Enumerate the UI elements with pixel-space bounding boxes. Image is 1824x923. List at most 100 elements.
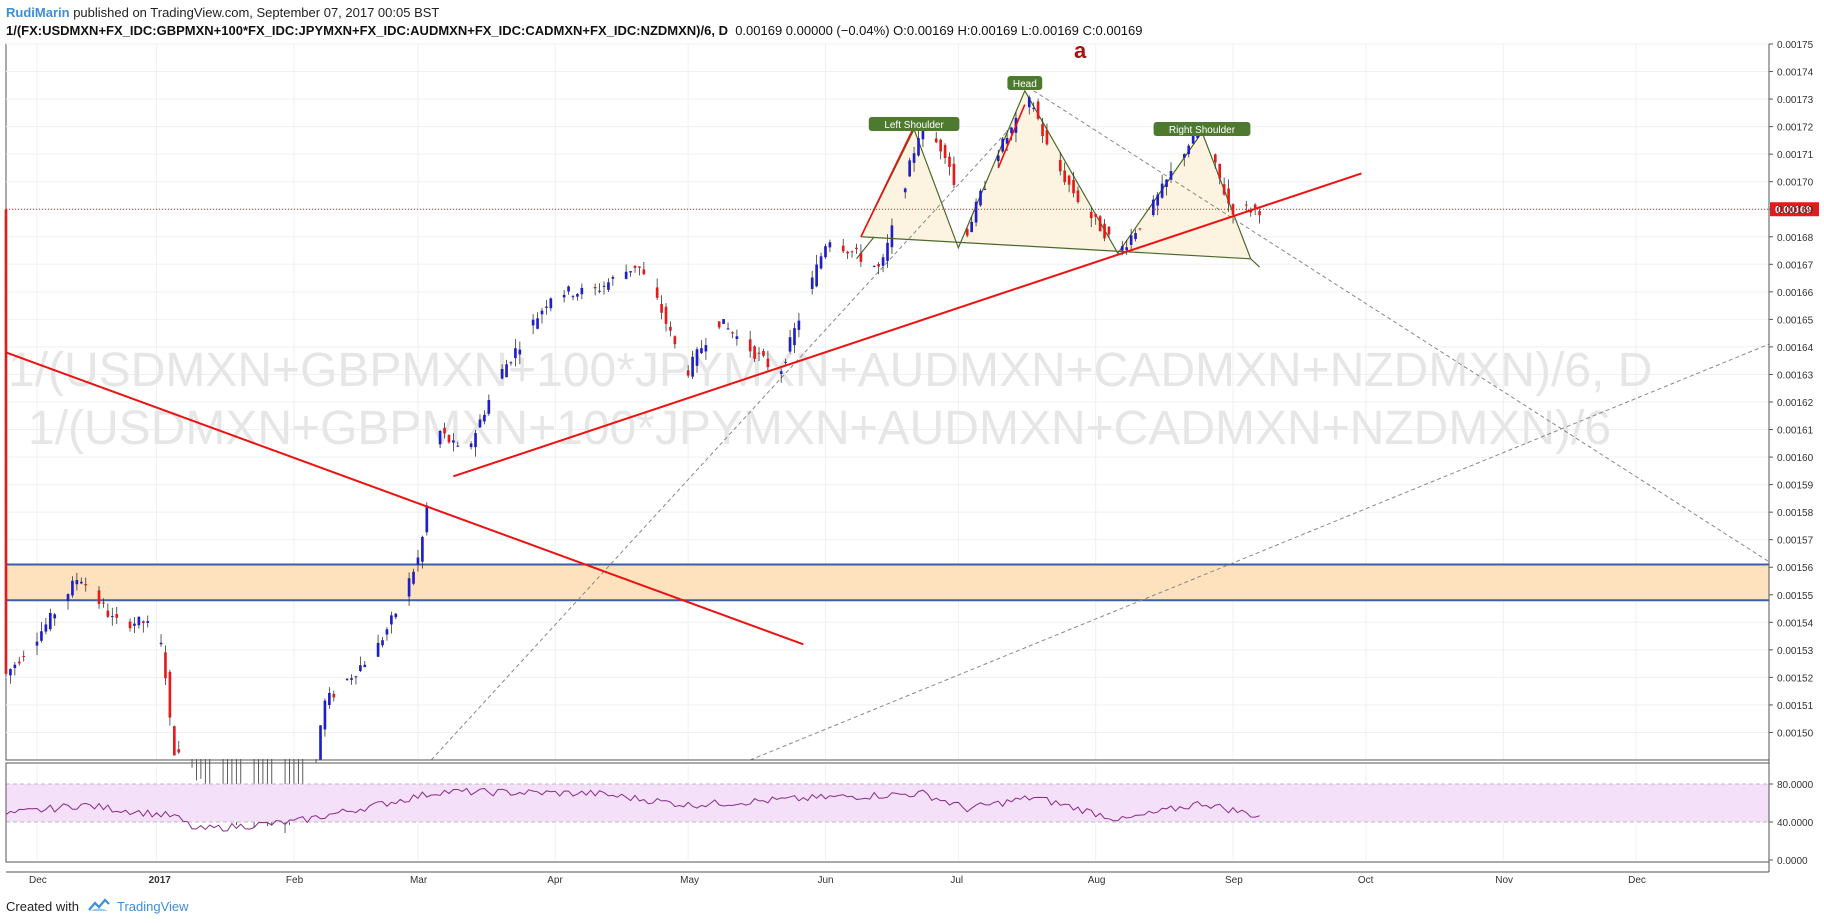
y-tick-label: 0.00167 <box>1777 260 1814 271</box>
candle-down <box>748 339 752 352</box>
x-tick-label: Jun <box>817 875 833 886</box>
down-trendline <box>5 351 804 646</box>
candle-down <box>1222 184 1226 195</box>
candle-up <box>71 580 74 596</box>
y-tick-label: 0.00150 <box>1777 728 1814 739</box>
candle-up <box>1156 194 1160 206</box>
x-tick-label: May <box>680 875 699 886</box>
candle-up <box>407 578 411 597</box>
right-shoulder-label: Right Shoulder <box>1169 125 1236 136</box>
candle-down <box>172 726 176 756</box>
y-tick-label: 0.00158 <box>1777 508 1814 519</box>
candle-down <box>877 263 880 267</box>
candle-down <box>1058 160 1062 172</box>
candle-up <box>810 277 814 289</box>
candle-down <box>1036 101 1040 119</box>
candle-up <box>1191 131 1195 144</box>
candle-down <box>1094 214 1098 217</box>
candle-up <box>912 153 916 163</box>
candle-down <box>638 266 641 268</box>
candle-up <box>79 581 83 584</box>
dashed-guide-line <box>749 343 1770 761</box>
tradingview-logo-icon[interactable] <box>88 897 110 913</box>
neckline <box>860 236 1251 260</box>
candle-down <box>593 287 597 289</box>
candle-up <box>704 345 708 352</box>
candle-up <box>66 594 70 601</box>
candle-up <box>921 124 925 140</box>
candle-down <box>447 435 451 443</box>
candle-up <box>319 725 322 760</box>
candle-up <box>970 221 973 233</box>
candle-up <box>722 319 725 324</box>
candle-up <box>514 348 517 359</box>
watermark-line1: 1/(USDMXN+GBPMXN+100*JPYMXN+AUDMXN+CADMX… <box>8 344 1652 397</box>
last-price-label: 0.00169 <box>1775 205 1812 216</box>
candle-down <box>762 350 765 356</box>
candle-up <box>518 349 522 355</box>
candle-up <box>881 257 885 266</box>
candle-up <box>75 580 79 585</box>
symbol-name[interactable]: 1/(FX:USDMXN+FX_IDC:GBPMXN+100*FX_IDC:JP… <box>6 23 728 38</box>
y-tick-label: 0.00162 <box>1777 398 1814 409</box>
candle-up <box>1027 97 1031 108</box>
candle-down <box>1253 204 1257 208</box>
candle-up <box>137 616 141 626</box>
head-label: Head <box>1013 79 1037 90</box>
candle-down <box>948 156 951 167</box>
head-label-bg <box>1007 76 1043 90</box>
candle-down <box>4 209 8 674</box>
candle-up <box>323 700 327 730</box>
up-trendline <box>453 172 1362 478</box>
support-zone <box>6 564 1769 601</box>
candle-down <box>332 693 336 698</box>
x-tick-label: Jul <box>950 875 963 886</box>
candle-up <box>40 631 43 641</box>
candle-down <box>655 287 659 298</box>
rsi-tick-label: 40.0000 <box>1777 818 1814 829</box>
candle-down <box>1138 228 1142 230</box>
candle-down <box>841 245 845 252</box>
y-tick-label: 0.00156 <box>1777 563 1814 574</box>
candle-down <box>673 336 677 345</box>
candle-up <box>1005 138 1009 144</box>
candle-up <box>815 264 818 287</box>
tradingview-brand-link[interactable]: TradingView <box>117 899 189 914</box>
candle-up <box>376 642 380 657</box>
candle-up <box>483 414 486 422</box>
x-tick-label: Nov <box>1495 875 1513 886</box>
candle-up <box>797 320 801 330</box>
candle-up <box>146 621 150 623</box>
author-link[interactable]: RudiMarin <box>6 5 70 20</box>
candle-up <box>598 290 601 292</box>
candle-up <box>824 246 827 258</box>
candle-up <box>13 664 17 669</box>
candle-up <box>1129 235 1133 245</box>
x-tick-label: Mar <box>410 875 428 886</box>
left-shoulder-label: Left Shoulder <box>884 120 944 131</box>
y-tick-label: 0.00157 <box>1777 536 1814 547</box>
candle-up <box>421 536 424 562</box>
candle-up <box>1169 171 1173 180</box>
candle-down <box>102 602 105 604</box>
candle-up <box>735 336 739 339</box>
x-tick-label: Oct <box>1358 875 1374 886</box>
candle-up <box>1120 246 1124 251</box>
candle-down <box>943 145 947 159</box>
x-tick-label: Sep <box>1225 875 1243 886</box>
candle-up <box>979 190 982 206</box>
candle-down <box>1089 211 1093 219</box>
candle-down <box>128 621 132 629</box>
rsi-band <box>6 784 1769 822</box>
candle-down <box>1218 163 1222 179</box>
published-text: published on TradingView.com, September … <box>73 5 440 20</box>
candle-down <box>664 306 668 324</box>
candle-up <box>390 615 393 625</box>
candle-down <box>1072 179 1075 194</box>
candle-up <box>359 665 362 672</box>
candle-up <box>478 419 482 428</box>
x-tick-label: Aug <box>1088 875 1106 886</box>
last-price-badge <box>1770 202 1819 217</box>
candle-up <box>779 371 783 374</box>
